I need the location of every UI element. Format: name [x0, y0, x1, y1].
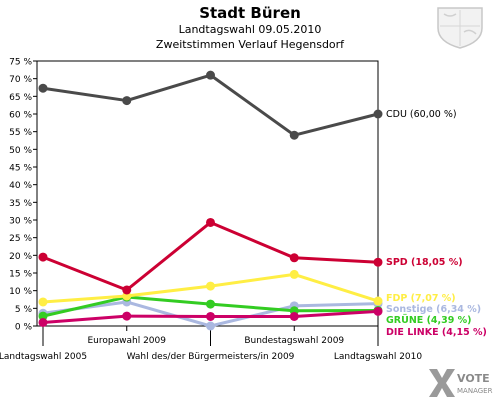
chart-title-block: Stadt Büren Landtagswahl 09.05.2010 Zwei… [0, 4, 500, 52]
y-tick-label: 45 % [9, 164, 32, 174]
data-point [289, 253, 299, 263]
y-tick-label: 0 % [15, 323, 33, 333]
y-tick-label: 10 % [9, 287, 32, 297]
x-tick-label: Landtagswahl 2005 [0, 352, 87, 362]
series-label: FDP (7,07 %) [386, 293, 456, 304]
y-tick-label: 55 % [9, 128, 32, 138]
series-label: DIE LINKE (4,15 %) [386, 327, 487, 338]
y-tick-label: 75 % [9, 58, 32, 68]
data-point [38, 252, 48, 262]
data-point [373, 296, 383, 306]
data-point [38, 297, 48, 307]
x-tick-label: Bundestagswahl 2009 [244, 336, 344, 346]
data-point [206, 321, 215, 331]
x-tick-label: Landtagswahl 2010 [334, 352, 423, 362]
y-tick-label: 65 % [9, 93, 32, 103]
y-tick-label: 30 % [9, 217, 32, 227]
votemanager-logo: VOTE MANAGER [429, 369, 493, 397]
data-point [206, 311, 215, 321]
series-line [42, 220, 379, 292]
data-point [289, 269, 299, 279]
data-point [373, 306, 383, 316]
series-label: Sonstige (6,34 %) [386, 304, 481, 315]
logo-text-manager: MANAGER [457, 387, 493, 395]
data-point [206, 299, 215, 309]
y-tick-label: 40 % [9, 181, 32, 191]
data-point [38, 83, 48, 93]
data-point [206, 217, 215, 227]
series-label: GRÜNE (4,39 %) [386, 315, 472, 326]
data-point [38, 317, 48, 327]
data-point [122, 285, 132, 295]
chart-title: Stadt Büren [199, 4, 301, 22]
data-point [373, 257, 383, 267]
y-tick-label: 15 % [9, 270, 32, 280]
series-line [42, 73, 379, 137]
data-point [373, 109, 383, 119]
series-label: CDU (60,00 %) [386, 109, 457, 120]
series-label: SPD (18,05 %) [386, 257, 463, 268]
y-tick-label: 5 % [15, 305, 33, 315]
coat-of-arms-icon [437, 7, 483, 49]
logo-text-vote: VOTE [457, 372, 490, 385]
data-point [289, 311, 299, 321]
y-tick-label: 70 % [9, 75, 32, 85]
data-point [206, 70, 215, 80]
x-tick-label: Europawahl 2009 [88, 336, 167, 346]
chart-subtitle-2: Zweitstimmen Verlauf Hegensdorf [155, 38, 345, 51]
data-point [122, 96, 132, 106]
chart-subtitle: Landtagswahl 09.05.2010 [178, 23, 322, 36]
x-tick-label: Wahl des/der Bürgermeisters/in 2009 [127, 352, 295, 362]
data-point [122, 311, 132, 321]
y-tick-label: 50 % [9, 146, 32, 156]
y-tick-label: 20 % [9, 252, 32, 262]
data-point [38, 311, 48, 321]
y-tick-label: 25 % [9, 234, 32, 244]
y-tick-label: 35 % [9, 199, 32, 209]
data-point [289, 130, 299, 140]
y-tick-label: 60 % [9, 111, 32, 121]
data-point [206, 281, 215, 291]
